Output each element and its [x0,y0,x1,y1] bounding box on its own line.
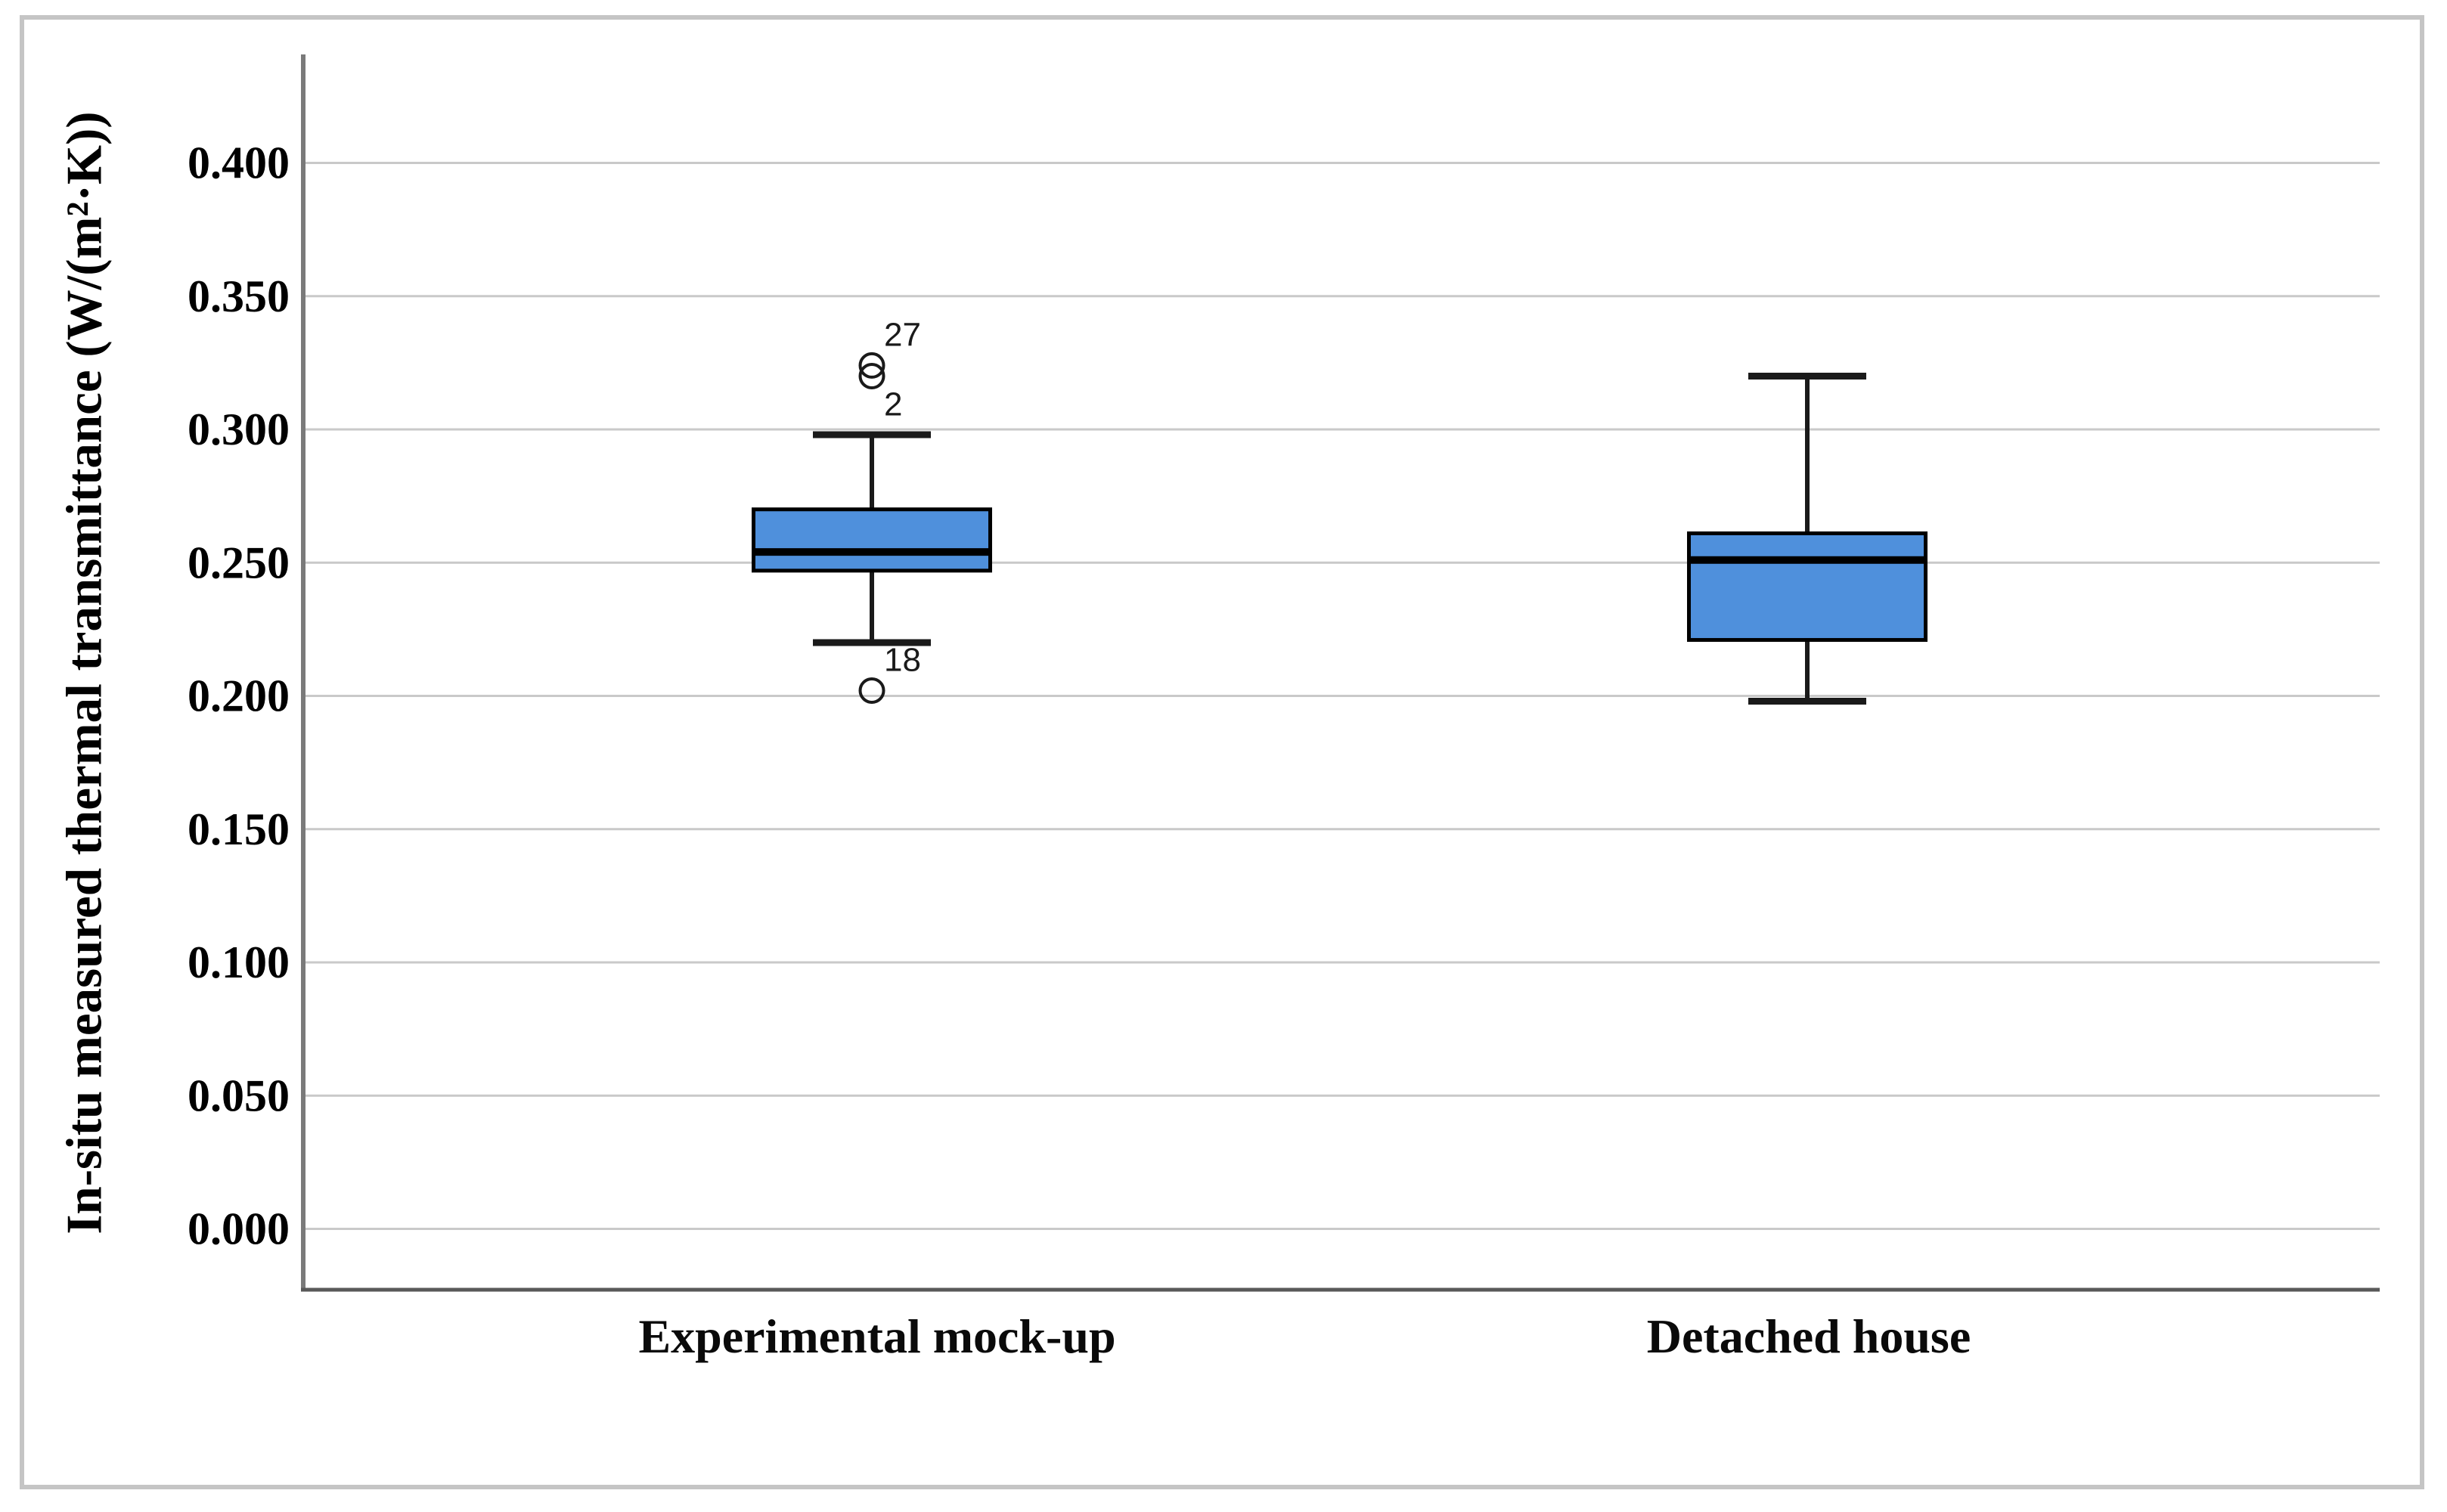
y-tick-label: 0.250 [188,538,290,587]
y-tick-label: 0.100 [188,937,290,987]
y-tick-label: 0.200 [188,671,290,721]
outlier-label: 2 [884,386,902,423]
outlier-label: 27 [884,316,921,353]
box-experimental-mockup [752,507,992,573]
y-axis-title: In-situ measured thermal transmittance (… [56,111,113,1235]
outlier-point [858,363,885,389]
box-detached-house [1687,531,1928,642]
outlier-point [858,352,885,379]
x-category-label-detached-house: Detached house [1646,1309,1971,1363]
x-category-label-experimental-mockup: Experimental mock-up [638,1309,1116,1363]
y-tick-label: 0.050 [188,1070,290,1120]
y-tick-label: 0.150 [188,804,290,854]
figure-border [20,15,2424,1489]
y-tick-label: 0.300 [188,404,290,454]
outlier-point [858,677,885,704]
y-tick-label: 0.400 [188,138,290,188]
outlier-label: 18 [884,641,921,678]
y-tick-label: 0.350 [188,271,290,321]
y-tick-label: 0.000 [188,1204,290,1254]
